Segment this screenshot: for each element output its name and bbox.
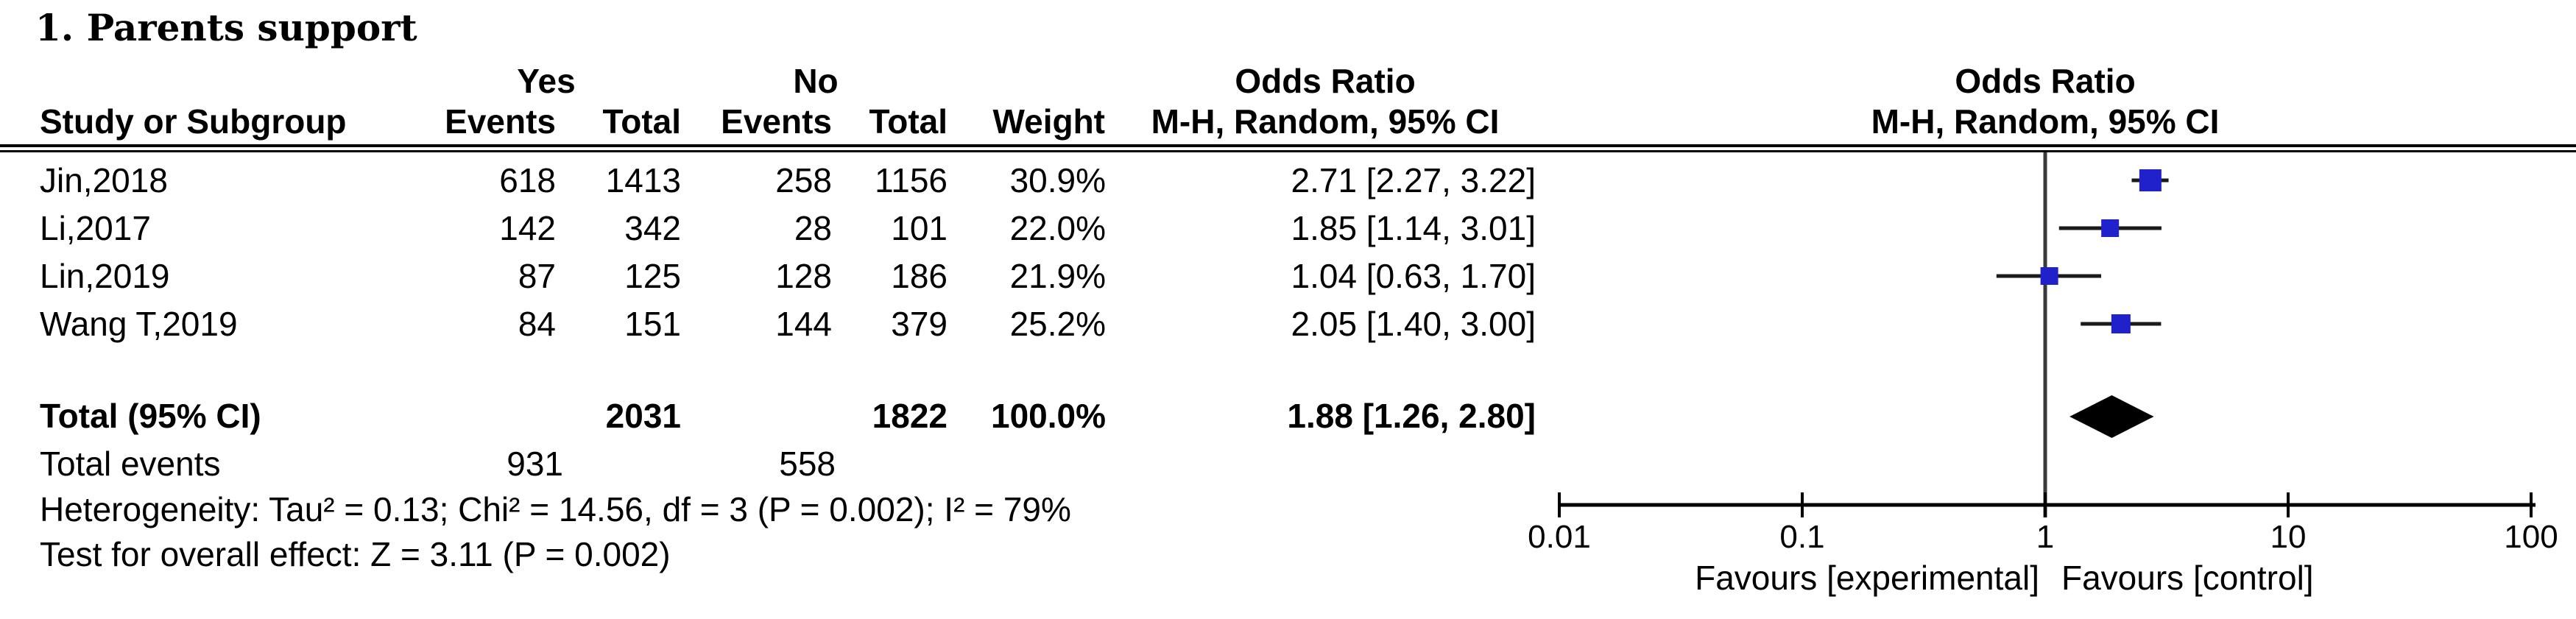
no-total-value: 379 [891,305,948,343]
no-events-value: 128 [775,257,832,295]
total-events-no: 558 [779,445,836,483]
col-header-weight: Weight [992,102,1105,141]
total-row-label: Total (95% CI) [40,397,261,435]
study-name: Li,2017 [40,209,151,247]
summary-diamond [2069,395,2154,438]
or-ci-value: 1.04 [0.63, 1.70] [1291,257,1536,295]
no-total-value: 1156 [875,161,948,199]
study-name: Wang T,2019 [40,305,238,343]
or-ci-value: 1.85 [1.14, 3.01] [1291,209,1536,247]
or-ci-value: 2.71 [2.27, 3.22] [1291,161,1536,199]
yes-events-value: 84 [518,305,556,343]
total-row-or-ci: 1.88 [1.26, 2.80] [1287,397,1536,435]
study-marker [2040,267,2058,285]
heterogeneity-text: Heterogeneity: Tau² = 0.13; Chi² = 14.56… [40,490,1071,528]
weight-value: 25.2% [1009,305,1106,343]
weight-value: 30.9% [1009,161,1106,199]
yes-total-value: 1413 [605,161,681,199]
col-header-study: Study or Subgroup [40,102,347,141]
yes-events-value: 618 [499,161,556,199]
col-header-no-total: Total [869,102,948,141]
tick-label: 0.01 [1528,519,1591,555]
tick-label: 1 [2036,519,2054,555]
group-header-yes: Yes [517,62,576,100]
study-marker [2111,314,2131,333]
header-rule-top [0,144,2576,147]
tick-label: 10 [2270,519,2307,555]
no-events-value: 144 [775,305,832,343]
col-header-mh-text: M-H, Random, 95% CI [1151,102,1500,141]
study-marker [2139,169,2162,191]
weight-value: 22.0% [1009,209,1106,247]
favours-left-label: Favours [experimental] [1695,559,2039,597]
total-row-weight: 100.0% [990,397,1106,435]
group-header-odds-ratio-text: Odds Ratio [1235,62,1416,100]
yes-total-value: 342 [624,209,681,247]
study-name: Jin,2018 [40,161,168,199]
group-header-no: No [793,62,839,100]
figure-title: 1. Parents support [35,6,417,49]
header-rule-bottom [0,150,2576,152]
tick-label: 0.1 [1779,519,1824,555]
study-marker [2101,219,2120,237]
col-header-yes-events: Events [445,102,556,141]
favours-right-label: Favours [control] [2061,559,2314,597]
study-name: Lin,2019 [40,257,170,295]
col-header-yes-total: Total [602,102,681,141]
weight-value: 21.9% [1009,257,1106,295]
yes-total-value: 125 [624,257,681,295]
no-events-value: 258 [775,161,832,199]
yes-events-value: 87 [518,257,556,295]
col-header-no-events: Events [721,102,832,141]
tick-label: 100 [2504,519,2558,555]
overall-effect-text: Test for overall effect: Z = 3.11 (P = 0… [40,535,671,573]
no-total-value: 101 [891,209,948,247]
total-events-yes: 931 [507,445,563,483]
total-row-no-total: 1822 [872,397,948,435]
total-row-yes-total: 2031 [605,397,681,435]
no-total-value: 186 [891,257,948,295]
yes-events-value: 142 [499,209,556,247]
col-header-mh-plot: M-H, Random, 95% CI [1871,102,2220,141]
no-events-value: 28 [794,209,832,247]
or-ci-value: 2.05 [1.40, 3.00] [1291,305,1536,343]
group-header-odds-ratio-plot: Odds Ratio [1955,62,2136,100]
yes-total-value: 151 [624,305,681,343]
total-events-label: Total events [40,445,221,483]
